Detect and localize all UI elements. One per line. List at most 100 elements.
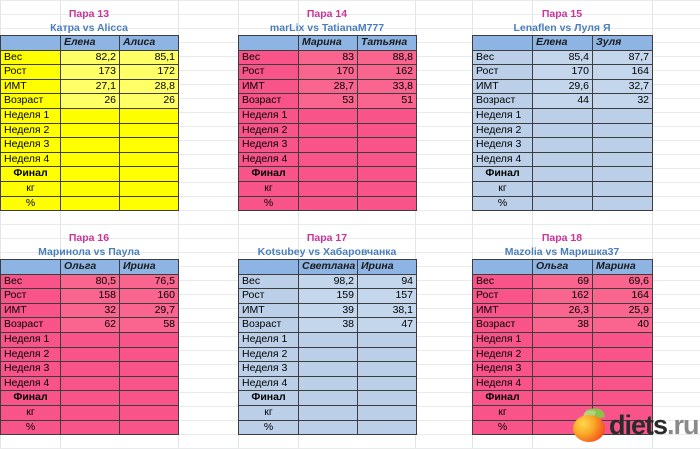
data-cell[interactable]	[357, 151, 417, 168]
data-cell[interactable]: 80,5	[60, 273, 120, 290]
data-cell[interactable]: 38	[532, 317, 593, 333]
data-cell[interactable]	[60, 151, 120, 168]
data-cell[interactable]: 29,6	[532, 78, 593, 95]
data-cell[interactable]	[60, 375, 120, 392]
data-cell[interactable]: 38,1	[357, 302, 417, 319]
data-cell[interactable]	[592, 390, 653, 406]
data-cell[interactable]: 162	[532, 288, 593, 304]
data-cell[interactable]	[60, 137, 120, 153]
data-cell[interactable]	[119, 180, 179, 197]
data-cell[interactable]	[60, 390, 120, 406]
data-cell[interactable]: 27,1	[60, 78, 120, 95]
data-cell[interactable]	[592, 419, 653, 436]
data-cell[interactable]	[532, 107, 593, 124]
data-cell[interactable]	[119, 122, 179, 139]
data-cell[interactable]: 44	[532, 93, 593, 109]
data-cell[interactable]	[119, 331, 179, 348]
data-cell[interactable]: 53	[298, 93, 358, 109]
data-cell[interactable]	[592, 151, 653, 168]
data-cell[interactable]	[357, 331, 417, 348]
data-cell[interactable]	[119, 346, 179, 363]
data-cell[interactable]	[532, 404, 593, 421]
data-cell[interactable]: 164	[592, 288, 653, 304]
data-cell[interactable]	[119, 151, 179, 168]
data-cell[interactable]: 83	[298, 49, 358, 66]
data-cell[interactable]	[60, 107, 120, 124]
data-cell[interactable]	[119, 375, 179, 392]
data-cell[interactable]	[357, 390, 417, 406]
data-cell[interactable]	[592, 375, 653, 392]
data-cell[interactable]	[119, 137, 179, 153]
data-cell[interactable]	[532, 195, 593, 212]
data-cell[interactable]	[60, 331, 120, 348]
data-cell[interactable]	[60, 346, 120, 363]
data-cell[interactable]	[592, 346, 653, 363]
data-cell[interactable]: 28,7	[298, 78, 358, 95]
data-cell[interactable]	[298, 361, 358, 377]
data-cell[interactable]	[532, 346, 593, 363]
data-cell[interactable]: 33,8	[357, 78, 417, 95]
data-cell[interactable]: 159	[298, 288, 358, 304]
data-cell[interactable]	[592, 122, 653, 139]
data-cell[interactable]	[357, 346, 417, 363]
data-cell[interactable]: 26	[60, 93, 120, 109]
data-cell[interactable]	[60, 122, 120, 139]
data-cell[interactable]: 69	[532, 273, 593, 290]
data-cell[interactable]: 98,2	[298, 273, 358, 290]
data-cell[interactable]: 160	[119, 288, 179, 304]
data-cell[interactable]: 51	[357, 93, 417, 109]
data-cell[interactable]	[298, 195, 358, 212]
data-cell[interactable]	[60, 404, 120, 421]
data-cell[interactable]	[532, 166, 593, 182]
data-cell[interactable]	[119, 107, 179, 124]
data-cell[interactable]: 88,8	[357, 49, 417, 66]
data-cell[interactable]: 40	[592, 317, 653, 333]
data-cell[interactable]	[357, 122, 417, 139]
data-cell[interactable]	[532, 361, 593, 377]
data-cell[interactable]	[60, 361, 120, 377]
data-cell[interactable]	[298, 122, 358, 139]
data-cell[interactable]	[592, 180, 653, 197]
data-cell[interactable]	[592, 195, 653, 212]
data-cell[interactable]	[357, 107, 417, 124]
data-cell[interactable]	[532, 375, 593, 392]
data-cell[interactable]: 62	[60, 317, 120, 333]
data-cell[interactable]	[532, 151, 593, 168]
data-cell[interactable]: 85,4	[532, 49, 593, 66]
data-cell[interactable]	[357, 166, 417, 182]
data-cell[interactable]: 32,7	[592, 78, 653, 95]
data-cell[interactable]	[357, 137, 417, 153]
data-cell[interactable]: 26	[119, 93, 179, 109]
data-cell[interactable]: 29,7	[119, 302, 179, 319]
data-cell[interactable]: 173	[60, 64, 120, 80]
data-cell[interactable]: 32	[592, 93, 653, 109]
data-cell[interactable]: 170	[532, 64, 593, 80]
data-cell[interactable]	[298, 107, 358, 124]
data-cell[interactable]: 172	[119, 64, 179, 80]
data-cell[interactable]: 94	[357, 273, 417, 290]
data-cell[interactable]	[119, 419, 179, 436]
data-cell[interactable]	[592, 331, 653, 348]
data-cell[interactable]	[532, 137, 593, 153]
data-cell[interactable]: 85,1	[119, 49, 179, 66]
data-cell[interactable]	[357, 375, 417, 392]
data-cell[interactable]: 87,7	[592, 49, 653, 66]
data-cell[interactable]	[298, 180, 358, 197]
data-cell[interactable]: 164	[592, 64, 653, 80]
data-cell[interactable]: 58	[119, 317, 179, 333]
data-cell[interactable]	[119, 361, 179, 377]
data-cell[interactable]	[532, 122, 593, 139]
data-cell[interactable]	[60, 180, 120, 197]
data-cell[interactable]	[298, 166, 358, 182]
data-cell[interactable]	[357, 404, 417, 421]
data-cell[interactable]	[119, 195, 179, 212]
data-cell[interactable]	[357, 361, 417, 377]
data-cell[interactable]: 25,9	[592, 302, 653, 319]
data-cell[interactable]	[532, 331, 593, 348]
data-cell[interactable]	[60, 195, 120, 212]
data-cell[interactable]	[592, 404, 653, 421]
data-cell[interactable]	[119, 166, 179, 182]
data-cell[interactable]	[357, 195, 417, 212]
data-cell[interactable]: 26,3	[532, 302, 593, 319]
data-cell[interactable]	[298, 137, 358, 153]
